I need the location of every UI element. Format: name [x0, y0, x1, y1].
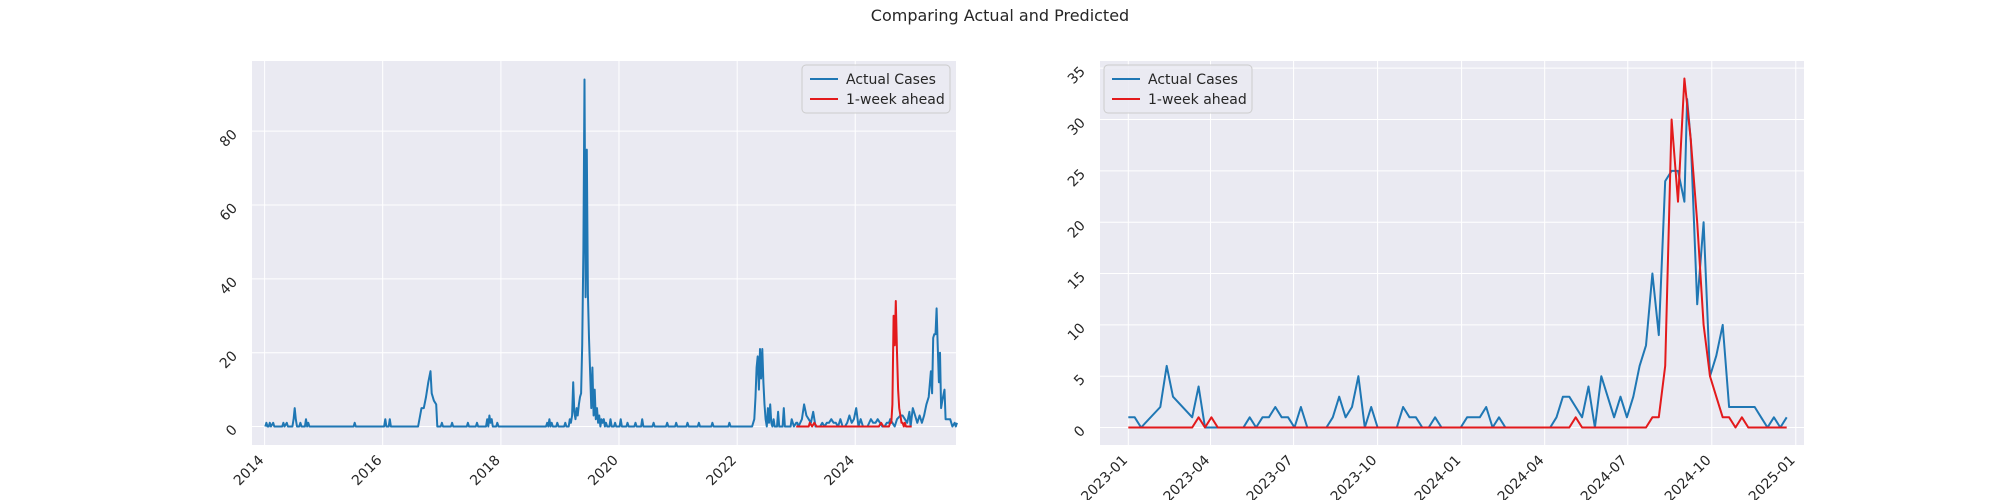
legend-label: Actual Cases — [846, 72, 936, 88]
x-tick-label: 2024 — [822, 452, 859, 489]
x-tick-label: 2024-07 — [1578, 453, 1631, 500]
legend-frame — [801, 64, 951, 114]
right-subplot: 2023-01 2023-04 2023-07 2023-10 2024-01 2024-… — [1065, 61, 1804, 500]
x-tick-label: 2023-07 — [1244, 453, 1297, 500]
x-tick-label: 2023-01 — [1078, 453, 1131, 500]
legend-label: 1-week ahead — [1148, 92, 1247, 108]
x-tick-label: 2016 — [349, 452, 386, 489]
x-tick-label: 2023-10 — [1328, 453, 1381, 500]
x-tick-label: 2024-01 — [1412, 453, 1465, 500]
1-week-ahead-line — [796, 300, 912, 428]
x-tick-label: 2024-10 — [1662, 453, 1715, 500]
y-tick-label: 60 — [217, 201, 241, 225]
x-tick-label: 2020 — [585, 453, 622, 490]
x-tick-label: 2023-04 — [1161, 452, 1214, 500]
y-tick-label: 10 — [1065, 320, 1089, 344]
legend-label: Actual Cases — [1148, 72, 1238, 88]
y-tick-label: 30 — [1065, 115, 1089, 139]
legend-frame — [1103, 64, 1253, 114]
y-tick-label: 20 — [1065, 218, 1089, 242]
y-tick-label: 20 — [217, 348, 241, 372]
x-tick-label: 2018 — [467, 453, 504, 490]
y-tick-label: 0 — [223, 422, 241, 440]
legend: Actual Cases 1-week ahead — [1103, 64, 1253, 114]
x-tick-label: 2022 — [703, 453, 740, 490]
figure-title: Comparing Actual and Predicted — [870, 6, 1130, 25]
plot-area — [252, 61, 956, 445]
y-tick-label: 80 — [217, 127, 241, 151]
actual-cases-line — [1128, 98, 1788, 429]
y-tick-label: 0 — [1071, 423, 1089, 441]
actual-cases-line — [264, 78, 958, 428]
legend: Actual Cases 1-week ahead — [801, 64, 951, 114]
x-tick-label: 2014 — [231, 452, 268, 489]
x-tick-label: 2025-01 — [1746, 453, 1799, 500]
x-tick-label: 2024-04 — [1495, 452, 1548, 500]
y-tick-label: 40 — [217, 274, 241, 298]
1-week-ahead-line — [1128, 77, 1787, 429]
y-tick-label: 25 — [1065, 166, 1089, 190]
legend-label: 1-week ahead — [846, 92, 945, 108]
left-subplot: 2014 2016 2018 2020 2022 2024 0 20 40 60 80 Actual … — [217, 61, 958, 490]
y-tick-label: 5 — [1071, 372, 1089, 390]
y-tick-label: 35 — [1065, 64, 1089, 88]
y-tick-label: 15 — [1065, 269, 1089, 293]
